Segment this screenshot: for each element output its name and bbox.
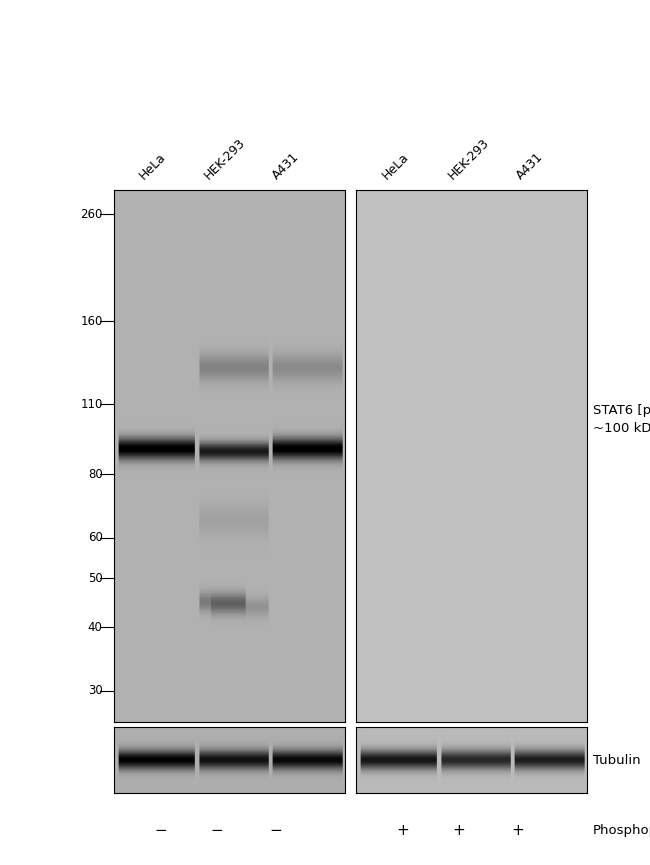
Text: Phosphopeptide: Phosphopeptide	[593, 823, 650, 837]
Text: 260: 260	[81, 208, 103, 221]
Text: 160: 160	[81, 315, 103, 328]
Text: −: −	[270, 823, 283, 838]
Text: 50: 50	[88, 572, 103, 585]
Text: HeLa: HeLa	[380, 150, 411, 182]
Text: HeLa: HeLa	[137, 150, 169, 182]
Text: A431: A431	[270, 150, 302, 182]
Text: −: −	[155, 823, 168, 838]
Text: HEK-293: HEK-293	[446, 136, 492, 182]
Text: 60: 60	[88, 531, 103, 544]
Text: +: +	[512, 823, 525, 838]
Text: 40: 40	[88, 621, 103, 634]
Text: +: +	[452, 823, 465, 838]
Text: 30: 30	[88, 684, 103, 697]
Text: +: +	[396, 823, 410, 838]
Text: 110: 110	[81, 398, 103, 411]
Text: Tubulin: Tubulin	[593, 753, 640, 767]
Text: HEK-293: HEK-293	[202, 136, 248, 182]
Text: STAT6 [pY641]
~100 kDa: STAT6 [pY641] ~100 kDa	[593, 404, 650, 435]
Text: 80: 80	[88, 468, 103, 481]
Text: A431: A431	[514, 150, 546, 182]
Text: −: −	[210, 823, 223, 838]
